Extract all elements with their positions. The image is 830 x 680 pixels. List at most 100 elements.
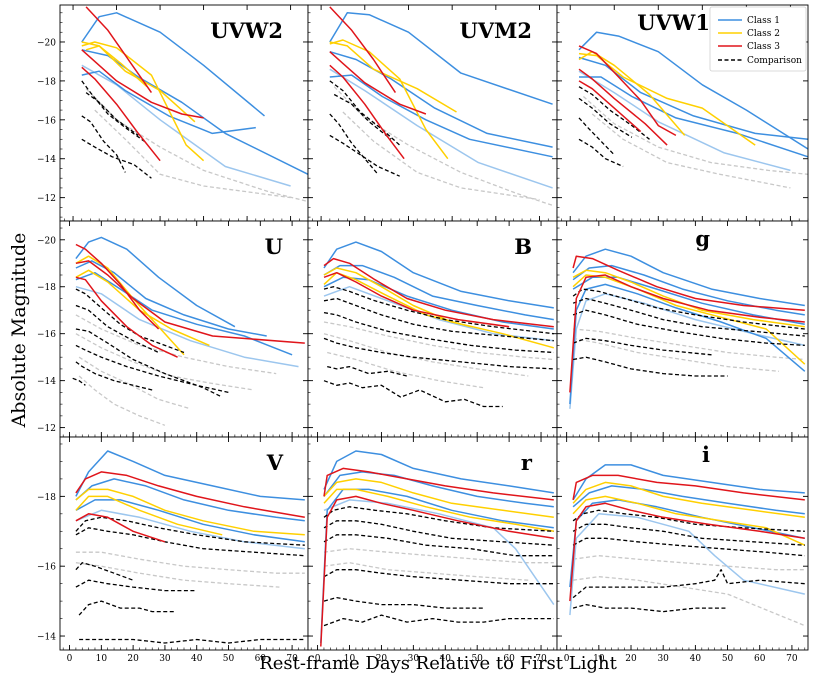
panel-g-band-label: g: [695, 226, 710, 251]
panel-UVW1-series-10-comparison: [578, 97, 633, 138]
panel-V-series-0-class-1: [75, 450, 305, 501]
panel-U-series-7-class-3: [75, 260, 305, 344]
panel-V-xtick-label-10: 10: [96, 654, 108, 664]
panel-r-xtick-label-0: 0: [315, 654, 321, 664]
panel-UVW1-series-11-comparison: [578, 117, 615, 156]
panel-i-xtick-label-10: 10: [593, 654, 605, 664]
panel-UVW2-series-1-class-1: [81, 49, 309, 175]
panel-V-series-5-class-2: [75, 495, 223, 536]
panel-V-xtick-label-30: 30: [159, 654, 171, 664]
panel-B-series-7-class-3: [323, 271, 510, 328]
panel-UVM2-background: [308, 5, 557, 221]
panel-U-series-15-comparison: [75, 314, 277, 375]
panel-V-series-13-comparison: [79, 638, 305, 644]
panel-UVW2-series-13-comparison: [81, 138, 152, 179]
panel-UVW1-series-0-class-1: [578, 31, 809, 150]
panel-UVW2-series-2-class-1: [81, 70, 256, 135]
panel-UVW2-ytick-label--12: −12: [37, 194, 56, 204]
panel-U-series-0-class-1: [75, 236, 236, 328]
panels-group: 01020304050−12−14−16−18−20UVW20102030405…: [37, 4, 809, 664]
panel-g-series-10-comparison: [572, 297, 805, 337]
panel-B-series-9-comparison: [323, 297, 554, 342]
panel-U-band-label: U: [265, 234, 283, 259]
panel-r-xtick-label-20: 20: [376, 654, 388, 664]
panel-r-series-5-class-2: [323, 488, 554, 533]
panel-r-series-12-comparison: [323, 596, 484, 609]
panel-i-series-1-class-1: [572, 485, 805, 515]
panel-g-series-9-comparison: [572, 288, 805, 330]
panel-i-xtick-label-0: 0: [564, 654, 570, 664]
panel-B-series-2-class-1: [323, 276, 554, 330]
panel-U-series-10-comparison: [75, 304, 159, 354]
panel-B-series-16-comparison: [327, 351, 484, 389]
panel-i-xtick-label-40: 40: [690, 654, 702, 664]
panel-g-series-5-class-2: [572, 269, 805, 328]
panel-V-xtick-label-70: 70: [286, 654, 298, 664]
panel-UVW2-series-10-comparison: [81, 80, 148, 144]
panel-UVM2-series-14-comparison: [342, 111, 540, 201]
panel-V-series-11-comparison: [75, 579, 197, 592]
panel-B-series-10-comparison: [323, 311, 554, 354]
panel-r-series-0-class-1: [323, 450, 554, 494]
panel-g-series-3-class-1: [569, 283, 806, 405]
panel-r-series-4-class-2: [323, 478, 554, 519]
panel-V-series-10-comparison: [75, 562, 134, 581]
panel-i-series-3-class-1: [569, 513, 805, 616]
panel-g-series-14-comparison: [573, 328, 805, 361]
panel-UVM2-series-3-class-1: [329, 68, 553, 189]
panel-V: 0 10 20 30 40 50 60 70 −14 −16 −18 V: [37, 436, 309, 664]
panel-g-series-12-comparison: [572, 337, 712, 356]
panel-UVM2-series-4-class-2: [329, 41, 457, 113]
panel-V-series-8-comparison: [75, 516, 305, 546]
panel-i-xtick-label-70: 70: [786, 654, 798, 664]
panel-V-series-1-class-1: [75, 478, 305, 522]
panel-r-xtick-label-10: 10: [344, 654, 356, 664]
panel-B-series-1-class-1: [323, 264, 554, 321]
panel-U-series-8-class-3: [75, 276, 178, 358]
panel-g-series-11-comparison: [572, 309, 805, 347]
panel-UVW1-series-12-comparison: [578, 138, 624, 168]
panel-V-xtick-label-40: 40: [191, 654, 203, 664]
panel-V-series-15-comparison: [75, 562, 280, 588]
panel-i-xtick-label-30: 30: [657, 654, 669, 664]
panel-i-series-5-class-2: [572, 495, 806, 546]
panel-r-band-label: r: [521, 450, 533, 475]
panel-V-series-14-comparison: [75, 551, 305, 574]
panel-r-series-2-class-1: [320, 488, 554, 644]
panel-i-series-7-class-3: [569, 502, 805, 602]
panel-U-series-17-comparison: [78, 356, 191, 410]
panel-i-series-14-comparison: [573, 576, 806, 627]
panel-V-band-label: V: [266, 450, 284, 475]
legend-label-class-3: Class 3: [747, 42, 780, 52]
panel-UVW1-series-14-comparison: [591, 113, 791, 189]
panel-UVW1-series-5-class-2: [578, 50, 686, 136]
panel-UVW1-series-8-class-3: [578, 80, 642, 133]
panel-B-series-13-comparison: [323, 380, 503, 408]
panel-V-xtick-label-0: 0: [67, 654, 73, 664]
panel-UVM2-series-0-class-1: [329, 12, 553, 105]
y-axis-label: Absolute Magnitude: [8, 233, 30, 429]
panel-UVW2-series-9-class-3: [81, 66, 161, 162]
panel-U-series-6-class-3: [75, 243, 160, 330]
panel-r-series-13-comparison: [323, 614, 554, 627]
panel-UVW2-ytick-label--20: −20: [37, 38, 56, 48]
panel-U-series-9-comparison: [75, 288, 185, 354]
panel-UVM2-series-9-comparison: [329, 80, 401, 146]
panel-UVW2-series-8-class-3: [81, 49, 204, 119]
panel-g-series-2-class-1: [572, 276, 805, 326]
panel-UVW1-series-2-class-1: [579, 76, 809, 158]
panel-U-ytick-label--14: −14: [37, 377, 56, 387]
panel-r-series-15-comparison: [323, 562, 529, 581]
panel-UVW2-series-4-class-2: [81, 41, 196, 123]
panel-V-xtick-label-60: 60: [255, 654, 267, 664]
panel-g-series-1-class-1: [572, 264, 805, 316]
panel-g-series-0-class-1: [572, 248, 805, 307]
panel-U-series-14-comparison: [72, 377, 86, 386]
panel-B-series-14-comparison: [323, 321, 554, 361]
panel-V-xtick-label-50: 50: [223, 654, 235, 664]
panel-i-series-4-class-2: [572, 481, 805, 519]
panel-r-series-3-class-1: [323, 499, 555, 606]
panel-UVW1-series-7-class-3: [578, 68, 668, 146]
